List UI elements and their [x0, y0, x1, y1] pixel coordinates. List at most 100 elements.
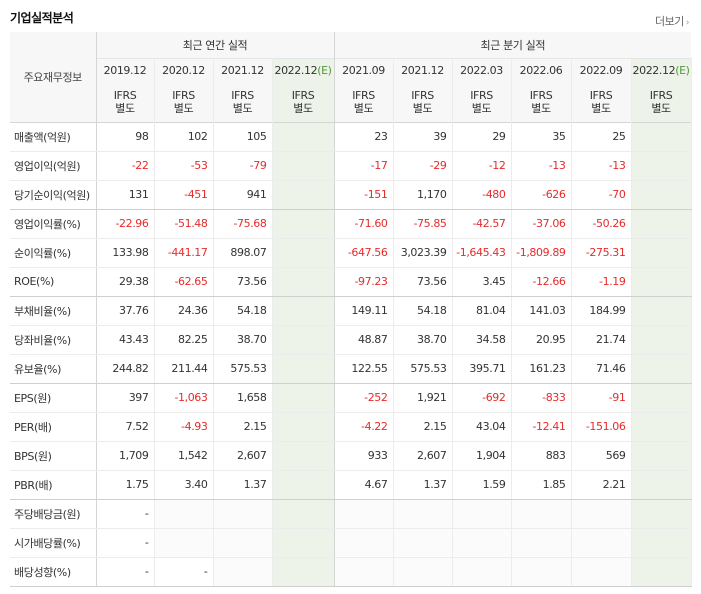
value-cell: 1.85	[511, 470, 572, 500]
value-cell: -53	[154, 151, 214, 181]
value-cell: 25	[571, 122, 632, 152]
row-label: ROE(%)	[10, 267, 97, 297]
ifrs-basis-label: 별도	[173, 101, 194, 115]
more-link[interactable]: 더보기 ›	[655, 13, 690, 29]
value-cell: -13	[511, 151, 572, 181]
table-row: 배당성향(%) - -	[10, 557, 692, 587]
value-cell	[511, 499, 572, 529]
value-cell: 1,904	[452, 441, 512, 471]
row-label: 주당배당금(원)	[10, 499, 97, 529]
value-cell	[631, 325, 692, 355]
value-cell	[511, 557, 572, 587]
value-cell: 29.38	[96, 267, 155, 297]
value-cell: -12.66	[511, 267, 572, 297]
value-cell: 575.53	[393, 354, 453, 384]
ifrs-badge: IFRS 별도	[393, 82, 453, 122]
period-label: 2022.06	[519, 63, 563, 77]
period-label: 2022.09	[579, 63, 623, 77]
value-cell	[631, 528, 692, 558]
value-cell: 54.18	[393, 296, 453, 326]
table-row: ROE(%) 29.38 -62.65 73.56 -97.23 73.56 3.45 -12…	[10, 267, 692, 297]
value-cell	[452, 557, 512, 587]
value-cell: 149.11	[334, 296, 394, 326]
period-label: 2022.12	[274, 63, 318, 77]
value-cell	[631, 441, 692, 471]
value-cell: -42.57	[452, 209, 512, 239]
value-cell: -75.85	[393, 209, 453, 239]
row-label-header: 주요재무정보	[10, 32, 97, 122]
row-label: PBR(배)	[10, 470, 97, 500]
ifrs-label: IFRS	[352, 88, 375, 102]
value-cell	[334, 499, 394, 529]
ifrs-badge: IFRS 별도	[334, 82, 394, 122]
table-row: 당기순이익(억원) 131 -451 941 -151 1,170 -480 -626 -70	[10, 180, 692, 210]
value-cell: 1,709	[96, 441, 155, 471]
period-header: 2022.03	[452, 58, 512, 82]
value-cell: -4.93	[154, 412, 214, 442]
value-cell	[631, 470, 692, 500]
value-cell	[571, 528, 632, 558]
value-cell: 4.67	[334, 470, 394, 500]
value-cell: 397	[96, 383, 155, 413]
value-cell: 1.75	[96, 470, 155, 500]
period-header: 2020.12	[154, 58, 214, 82]
ifrs-basis-label: 별도	[232, 101, 253, 115]
table-row: EPS(원) 397 -1,063 1,658 -252 1,921 -692 -833 -91	[10, 383, 692, 413]
value-cell: -252	[334, 383, 394, 413]
ifrs-label: IFRS	[231, 88, 254, 102]
value-cell: -480	[452, 180, 512, 210]
period-label: 2021.12	[401, 63, 444, 77]
value-cell	[272, 470, 335, 500]
value-cell	[272, 557, 335, 587]
table-row: 순이익률(%) 133.98 -441.17 898.07 -647.56 3,023.3…	[10, 238, 692, 268]
value-cell	[631, 209, 692, 239]
value-cell: -62.65	[154, 267, 214, 297]
value-cell	[213, 499, 273, 529]
period-label: 2022.03	[460, 63, 503, 77]
annual-group-header: 최근 연간 실적	[96, 32, 335, 58]
ifrs-basis-label: 별도	[412, 101, 433, 115]
value-cell: -151.06	[571, 412, 632, 442]
table-row: 매출액(억원) 98 102 105 23 39 29 35 25	[10, 122, 692, 152]
value-cell	[631, 383, 692, 413]
period-label: 2021.12	[221, 63, 264, 77]
row-label: 영업이익(억원)	[10, 151, 97, 181]
value-cell	[631, 412, 692, 442]
value-cell	[631, 151, 692, 181]
value-cell: 38.70	[213, 325, 273, 355]
value-cell: 1.59	[452, 470, 512, 500]
row-label: 영업이익률(%)	[10, 209, 97, 239]
value-cell: -	[96, 499, 155, 529]
value-cell: 883	[511, 441, 572, 471]
value-cell: -91	[571, 383, 632, 413]
value-cell	[272, 238, 335, 268]
value-cell: 20.95	[511, 325, 572, 355]
ifrs-badge: IFRS 별도	[571, 82, 632, 122]
value-cell: -51.48	[154, 209, 214, 239]
ifrs-basis-label: 별도	[651, 101, 671, 115]
value-cell: 48.87	[334, 325, 394, 355]
value-cell: 1.37	[213, 470, 273, 500]
value-cell: 71.46	[571, 354, 632, 384]
value-cell: 575.53	[213, 354, 273, 384]
value-cell	[213, 528, 273, 558]
value-cell: -97.23	[334, 267, 394, 297]
value-cell: 24.36	[154, 296, 214, 326]
value-cell	[272, 325, 335, 355]
value-cell	[272, 499, 335, 529]
estimate-mark: (E)	[317, 63, 332, 77]
value-cell	[272, 412, 335, 442]
value-cell	[393, 528, 453, 558]
row-label: PER(배)	[10, 412, 97, 442]
value-cell	[272, 441, 335, 471]
ifrs-label: IFRS	[589, 88, 613, 102]
value-cell	[272, 209, 335, 239]
value-cell: -	[154, 557, 214, 587]
period-header: 2022.12(E)	[272, 58, 335, 82]
value-cell: 29	[452, 122, 512, 152]
value-cell: -	[96, 528, 155, 558]
period-header: 2019.12	[96, 58, 155, 82]
table-row: 영업이익(억원) -22 -53 -79 -17 -29 -12 -13 -13	[10, 151, 692, 181]
value-cell: 941	[213, 180, 273, 210]
value-cell: 1,658	[213, 383, 273, 413]
